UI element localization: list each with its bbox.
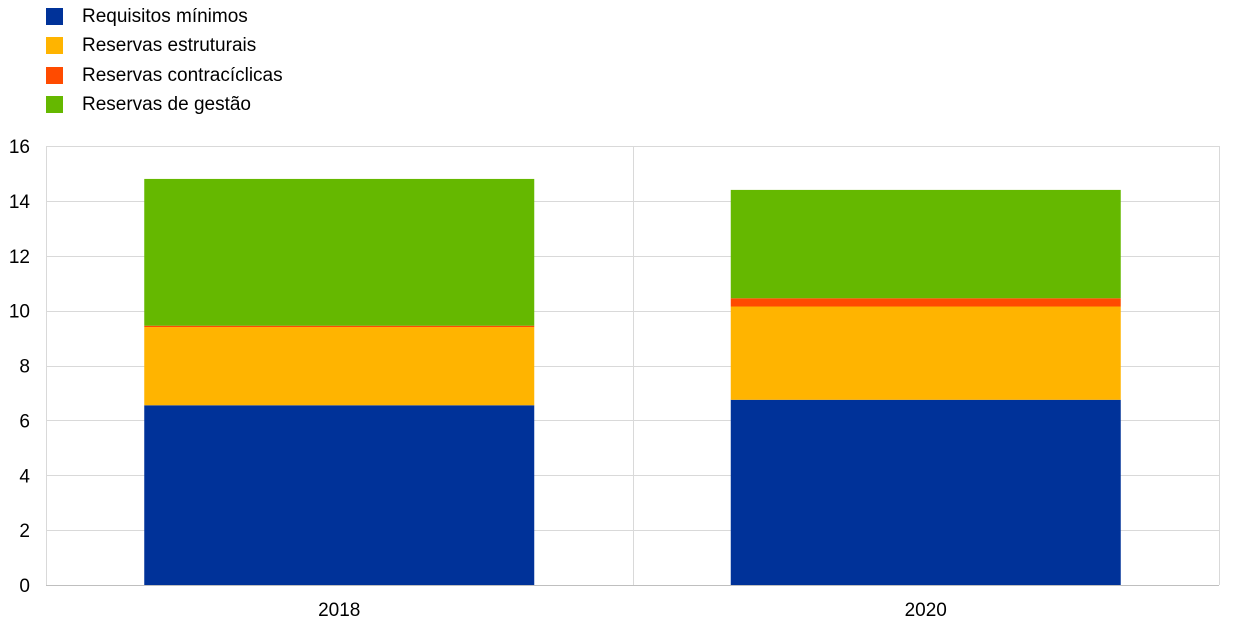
y-tick-label-0: 0 [19, 576, 30, 597]
bar-reservas-estruturais-2018 [144, 327, 535, 406]
bar-reservas-contraciclicas-2020 [730, 298, 1121, 307]
bar-reservas-estruturais-2020 [730, 306, 1121, 400]
y-tick-label-12: 12 [9, 247, 30, 268]
y-tick-label-14: 14 [9, 192, 31, 213]
y-axis-tick-labels: 0 2 4 6 8 10 12 14 16 [9, 137, 31, 597]
y-tick-label-4: 4 [19, 466, 30, 487]
y-tick-label-16: 16 [9, 137, 30, 158]
legend-swatch-reservas-contraciclicas [46, 66, 63, 84]
chart-bars [144, 178, 1121, 585]
y-tick-label-6: 6 [19, 411, 30, 432]
bar-reservas-de-gestao-2020 [730, 189, 1121, 299]
legend-label-reservas-de-gestao: Reservas de gestão [82, 94, 251, 116]
y-tick-label-10: 10 [9, 302, 30, 323]
legend-swatch-reservas-de-gestao [46, 96, 63, 114]
legend-label-reservas-contraciclicas: Reservas contracíclicas [82, 64, 283, 86]
legend-item-requisitos-minimos: Requisitos mínimos [46, 2, 283, 31]
legend-item-reservas-de-gestao: Reservas de gestão [46, 90, 283, 119]
legend-swatch-reservas-estruturais [46, 37, 63, 55]
x-tick-label-2020: 2020 [905, 600, 947, 621]
legend-label-reservas-estruturais: Reservas estruturais [82, 35, 257, 57]
legend-label-requisitos-minimos: Requisitos mínimos [82, 6, 248, 28]
bar-requisitos-minimos-2018 [144, 405, 535, 585]
legend-item-reservas-estruturais: Reservas estruturais [46, 31, 283, 60]
legend-swatch-requisitos-minimos [46, 8, 63, 26]
chart-legend: Requisitos mínimos Reservas estruturais … [46, 2, 283, 119]
x-tick-label-2018: 2018 [318, 600, 360, 621]
bar-requisitos-minimos-2020 [730, 399, 1121, 585]
y-tick-label-8: 8 [19, 357, 30, 378]
legend-item-reservas-contraciclicas: Reservas contracíclicas [46, 61, 283, 90]
bar-reservas-de-gestao-2018 [144, 178, 535, 326]
y-tick-label-2: 2 [19, 521, 30, 542]
bar-reservas-contraciclicas-2018 [144, 325, 535, 328]
x-axis-tick-labels: 2018 2020 [318, 600, 947, 621]
